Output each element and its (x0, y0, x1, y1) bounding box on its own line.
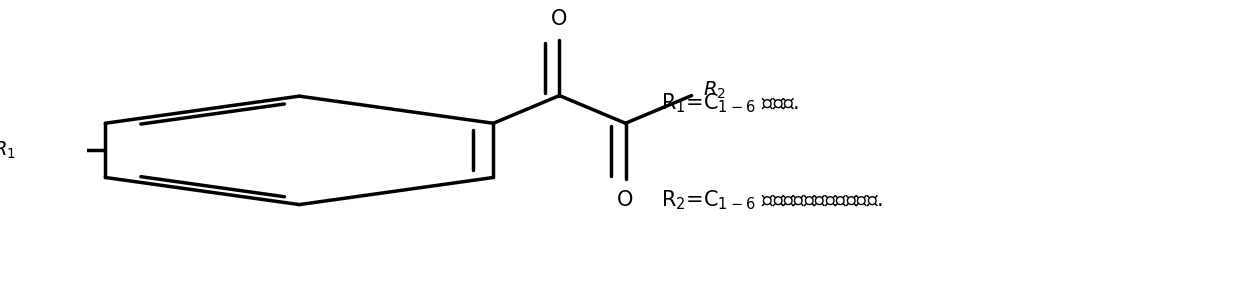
Text: R$_1$=C$_{1-6}$ 烷基等.: R$_1$=C$_{1-6}$ 烷基等. (661, 91, 800, 115)
Text: O: O (552, 9, 568, 29)
Text: O: O (618, 190, 634, 210)
Text: R$_1$: R$_1$ (0, 140, 16, 161)
Text: R$_2$=C$_{1-6}$ 烷基，环丙基，环己基等.: R$_2$=C$_{1-6}$ 烷基，环丙基，环己基等. (661, 189, 883, 212)
Text: R$_2$: R$_2$ (703, 79, 727, 101)
